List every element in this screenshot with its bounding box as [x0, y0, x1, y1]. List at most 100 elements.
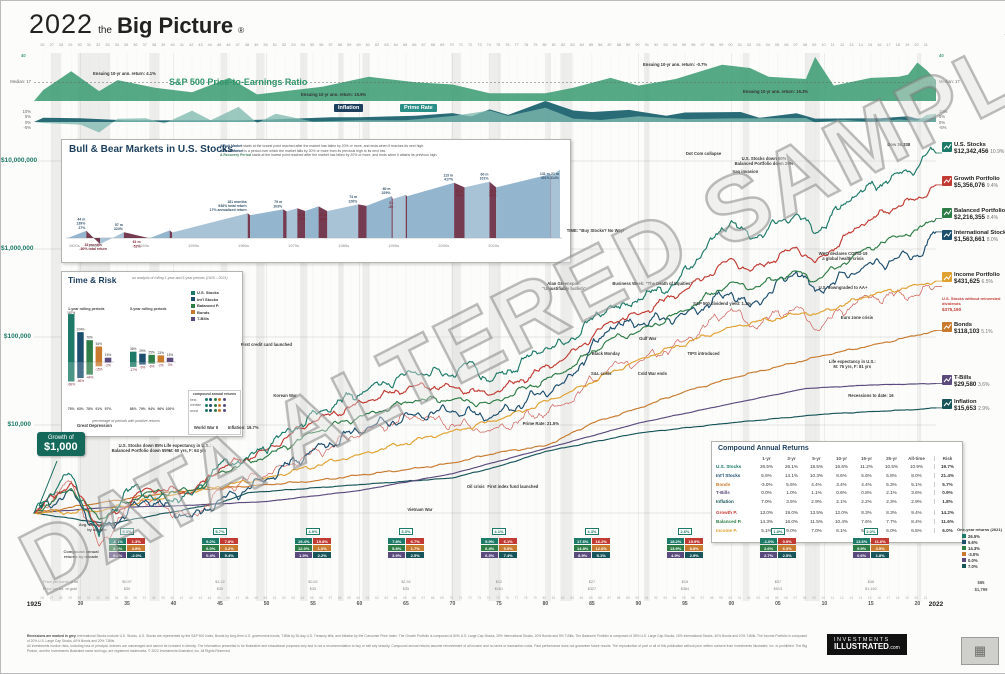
event-annotation: Life expectancy in U.S.: M: 76 yrs, F: 81…: [828, 359, 876, 370]
svg-text:1920s: 1920s: [69, 243, 80, 248]
bottom-axis-year-minor: 14: [858, 596, 863, 600]
line-icon: [942, 207, 952, 218]
bottom-axis-year-minor: 86: [598, 596, 602, 600]
top-axis-year: 07: [793, 43, 798, 47]
decade-return-chip: 6.3%: [778, 545, 796, 551]
one-year-return-row: 14.3%: [956, 546, 1003, 551]
event-annotation: Oil crisis: [466, 484, 485, 489]
decade-return-chip: 5.5%: [499, 545, 517, 551]
svg-text:44 m: 44 m: [77, 217, 85, 221]
series-label-income: Income Portfolio $431,625 6.5%: [942, 272, 1004, 285]
bottom-axis-year: 85: [589, 601, 595, 607]
bottom-axis-year-minor: 47: [235, 596, 240, 600]
pe-median-left: Median: 17: [10, 79, 31, 84]
decade-return-chip: 8.9%: [573, 552, 592, 558]
corner-mark-icon: ▦: [961, 637, 999, 665]
bottom-axis-year: 40: [170, 601, 177, 607]
oil-price-value: $2.82: [308, 580, 318, 584]
logo-line2: ILLUSTRATED: [834, 642, 889, 652]
decade-note: Avg. dividend yield by decade: [78, 522, 116, 532]
one-year-return-row: -3.0%: [956, 552, 1003, 557]
bottom-axis-year-minor: 91: [644, 596, 649, 600]
top-axis-year: 78: [523, 43, 529, 47]
one-year-return-value: 0.0%: [968, 557, 978, 563]
bottom-axis-year-minor: 15: [867, 596, 872, 600]
mini-line-icon: [943, 209, 951, 216]
decade-return-chip: 16.2%: [592, 538, 610, 544]
bottom-axis-year-minor: 05: [774, 596, 779, 600]
top-axis-year: 81: [551, 43, 556, 47]
decade-return-chip: 5.8%: [387, 545, 406, 551]
bottom-axis-year-minor: 09: [812, 596, 816, 600]
decade-return-chip: 6.3%: [480, 552, 499, 558]
svg-text:-68%: -68%: [67, 383, 75, 387]
series-name: Balanced Portfolio: [954, 207, 1005, 214]
bull-bear-definition: A Recovery Period starts at the lowest p…: [220, 153, 438, 158]
bottom-axis-year: 20: [914, 601, 921, 607]
one-year-return-value: 7.0%: [968, 563, 978, 569]
svg-text:21 m: 21 m: [319, 213, 327, 217]
decade-return-chip: 7.8%: [220, 538, 238, 544]
decade-return-chip: 2.2%: [313, 552, 331, 558]
bottom-axis-year-minor: 85: [588, 596, 593, 600]
event-annotation: Life expectancy in U.S.: M: 60 yrs, F: 64…: [163, 443, 211, 454]
svg-text:-2%: -2%: [105, 364, 111, 368]
bull-bear-definition: A Bear Market is a period over which the…: [220, 148, 386, 153]
bottom-axis-year: 55: [310, 601, 316, 607]
inflation-label: Inflation: [334, 104, 364, 112]
line-icon: [942, 175, 952, 186]
bottom-axis-year-minor: 56: [319, 596, 323, 600]
top-axis-year: 32: [96, 43, 101, 47]
top-axis-year: 36: [133, 43, 138, 47]
svg-text:76%: 76%: [86, 336, 93, 340]
gold-price-value: $35: [123, 587, 131, 591]
top-axis-year: 41: [179, 43, 185, 47]
event-annotation: U.S. downgraded to AA+: [818, 285, 868, 290]
bottom-axis-year: 80: [542, 601, 549, 607]
bottom-axis-year-minor: 49: [254, 596, 258, 600]
svg-text:88%: 88%: [130, 407, 137, 411]
footer-text1: International Stocks exclude U.S. Stocks…: [27, 634, 808, 643]
series-label-bonds: Bonds $118,103 5.1%: [942, 321, 1004, 335]
event-annotation: First credit card launched: [240, 342, 293, 347]
top-axis-year: 57: [328, 43, 333, 47]
pe-annotation: Ensuing 10-yr ann. return: 4.1%: [93, 71, 156, 76]
svg-text:-44%: -44%: [86, 376, 94, 380]
svg-text:1980s: 1980s: [338, 243, 349, 248]
bottom-axis-year-minor: 88: [616, 596, 621, 600]
mini-row-best: best: [190, 398, 239, 402]
oil-price-value: $57: [774, 580, 782, 584]
mini-line-icon: [943, 178, 951, 184]
y-axis-label: $100,000: [3, 333, 31, 340]
one-year-return-value: 26.5%: [968, 533, 980, 539]
svg-text:97%: 97%: [105, 407, 112, 411]
returns-table-row: Bonds -3.0% 5.6% 4.4% 3.4% 4.4% 5.3% 5.1% 5.7%: [712, 480, 962, 489]
returns-table: Compound Annual Returns 1-yr 3-yr 5-yr 10-y…: [711, 441, 963, 543]
returns-table-row: U.S. Stocks 26.5% 26.1% 18.5% 16.6% 11.2% 10.5…: [712, 463, 962, 472]
bottom-axis-year-minor: 82: [561, 596, 565, 600]
series-label-us_stocks: U.S. Stocks $12,342,456 10.9%: [942, 141, 1004, 155]
bottom-axis-year-minor: 79: [533, 596, 537, 600]
top-axis-year: 09: [812, 43, 817, 47]
decade-chip-grid: 9.2% 7.8% 6.0% 3.2% 0.4% 5.4%: [201, 538, 238, 558]
series-value: $1,563,661 8.0%: [954, 235, 999, 243]
bottom-axis-year-minor: 44: [207, 596, 212, 600]
series-color-swatch: [962, 534, 966, 539]
top-axis-year: 79: [533, 43, 538, 47]
decade-returns-group: 3.3% 7.8% 6.7% 5.8% 1.7% 3.9% 2.5%: [387, 520, 424, 558]
event-annotation: Alan Greenspan: "Unjustifiably bullish": [542, 281, 586, 292]
bottom-axis-year-minor: 32: [96, 596, 100, 600]
oil-price-value: $27: [588, 580, 596, 584]
svg-text:104%: 104%: [76, 328, 84, 332]
svg-text:25%: 25%: [148, 350, 155, 354]
time-risk-caption: percentage of periods with positive retu…: [92, 419, 160, 423]
decade-returns-group: 4.1% 5.9% 6.1% 6.4% 5.5% 6.3% 7.4%: [480, 520, 517, 558]
series-name: Income Portfolio: [954, 272, 1000, 279]
svg-text:2010s: 2010s: [488, 243, 499, 248]
line-icon: [942, 398, 952, 409]
svg-text:33 months: 33 months: [84, 243, 102, 247]
series-name: International Stocks: [954, 229, 1005, 236]
top-axis-year: 96: [691, 43, 696, 47]
legend-item: Bonds: [191, 310, 219, 315]
